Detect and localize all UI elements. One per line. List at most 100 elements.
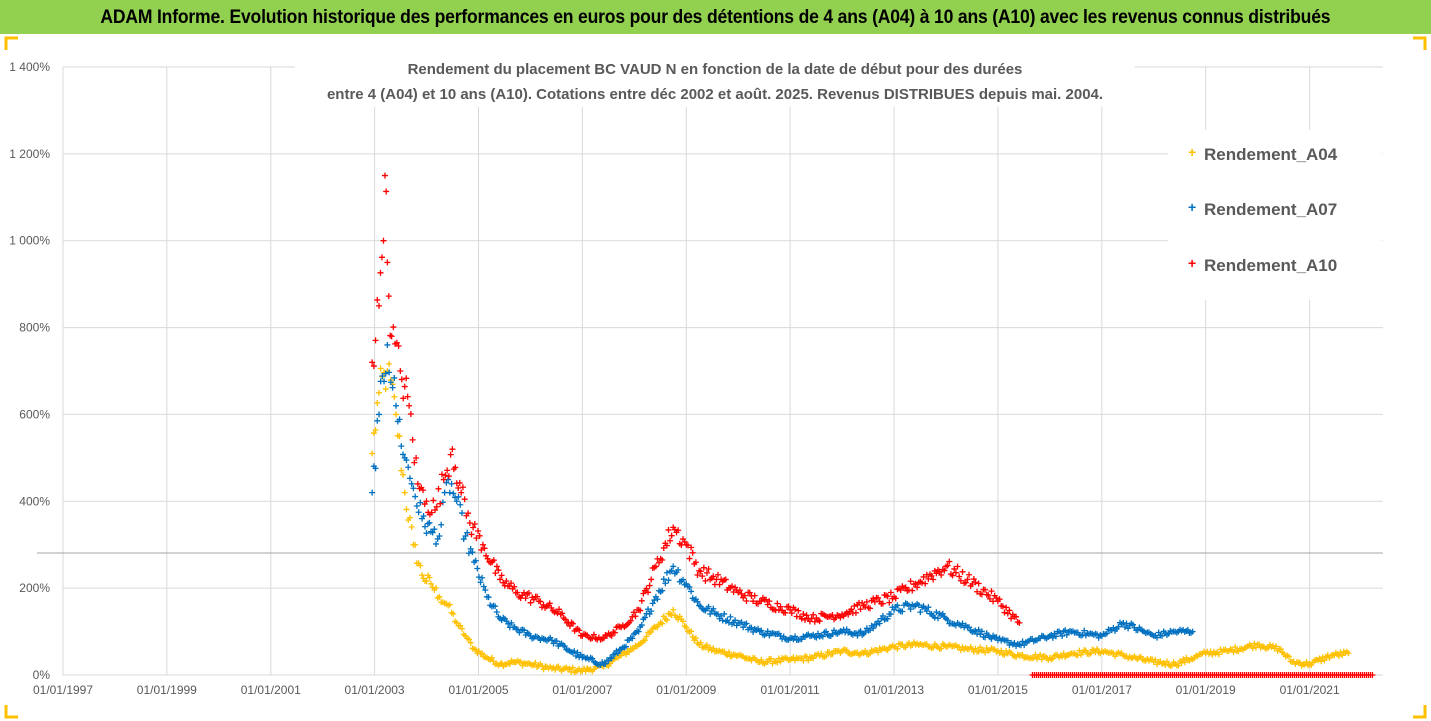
data-point (907, 578, 914, 585)
data-point (957, 577, 964, 584)
data-point (678, 542, 685, 549)
data-point (707, 611, 714, 618)
data-point (1121, 623, 1128, 630)
data-point (675, 527, 682, 534)
data-point (387, 332, 394, 339)
data-point (417, 499, 424, 506)
data-point (577, 651, 584, 658)
data-point (409, 436, 416, 443)
data-point (925, 575, 932, 582)
x-tick-label: 01/01/1999 (137, 683, 197, 697)
data-point (959, 620, 966, 627)
data-point (433, 503, 440, 510)
data-point (479, 574, 486, 581)
data-point (810, 611, 817, 618)
data-point (399, 471, 406, 478)
legend-item-a07: + Rendement_A07 (1188, 199, 1337, 220)
data-point (767, 655, 774, 662)
data-point (951, 565, 958, 572)
data-point (988, 588, 995, 595)
data-point (521, 627, 528, 634)
data-point (616, 646, 623, 653)
data-point (884, 593, 891, 600)
chart-title-line-2: entre 4 (A04) et 10 ans (A10). Cotations… (326, 86, 1104, 103)
data-point (956, 573, 963, 580)
data-point (755, 658, 762, 665)
data-point (805, 657, 812, 664)
data-point (517, 658, 524, 665)
data-point (1277, 646, 1284, 653)
data-point (482, 587, 489, 594)
legend-item-a10: + Rendement_A10 (1188, 255, 1337, 276)
data-point (404, 393, 411, 400)
data-point (758, 627, 765, 634)
data-point (473, 535, 480, 542)
data-point (391, 374, 398, 381)
data-point (1129, 621, 1136, 628)
data-series (369, 172, 1376, 678)
data-point (1038, 656, 1045, 663)
data-point (837, 650, 844, 657)
data-point (571, 648, 578, 655)
data-point (922, 580, 929, 587)
data-point (949, 572, 956, 579)
data-point (851, 603, 858, 610)
data-point (377, 269, 384, 276)
corner-accent (1413, 36, 1427, 50)
data-point (438, 521, 445, 528)
data-point (792, 633, 799, 640)
data-point (944, 562, 951, 569)
data-point (941, 613, 948, 620)
data-point (660, 576, 667, 583)
data-point (375, 389, 382, 396)
data-point (1003, 604, 1010, 611)
data-point (447, 451, 454, 458)
data-point (910, 639, 917, 646)
data-point (656, 559, 663, 566)
data-point (547, 634, 554, 641)
data-point (445, 473, 452, 480)
x-tick-label: 01/01/1997 (33, 683, 93, 697)
data-point (933, 609, 940, 616)
data-point (399, 451, 406, 458)
chart-title: Rendement du placement BC VAUD N en fonc… (295, 57, 1135, 107)
data-point (372, 337, 379, 344)
data-point (433, 540, 440, 547)
data-point (969, 581, 976, 588)
data-point (611, 650, 618, 657)
data-point (442, 472, 449, 479)
data-point (777, 658, 784, 665)
data-point (466, 520, 473, 526)
data-point (894, 602, 901, 609)
data-point (993, 648, 1000, 655)
data-point (547, 663, 554, 670)
data-point (962, 644, 969, 651)
data-point (1215, 651, 1222, 658)
data-point (534, 593, 541, 600)
data-point (1184, 626, 1191, 633)
data-point (423, 530, 430, 537)
data-point (532, 659, 539, 666)
x-tick-label: 01/01/2011 (761, 683, 820, 697)
data-point (1326, 655, 1333, 662)
data-point (702, 577, 709, 584)
data-point (490, 557, 497, 564)
data-point (508, 619, 515, 626)
data-point (715, 611, 722, 618)
data-point (576, 627, 583, 634)
data-point (413, 454, 420, 461)
data-point (1037, 651, 1044, 658)
data-point (498, 660, 505, 667)
data-point (905, 602, 912, 609)
data-point (667, 537, 674, 544)
data-point (1256, 641, 1263, 648)
data-point (954, 563, 961, 570)
data-point (508, 657, 515, 664)
data-point (630, 609, 637, 616)
data-point (374, 296, 381, 303)
data-point (675, 566, 682, 573)
data-point (369, 450, 376, 457)
data-point (966, 624, 973, 631)
data-point (689, 549, 696, 556)
data-point (599, 635, 606, 642)
